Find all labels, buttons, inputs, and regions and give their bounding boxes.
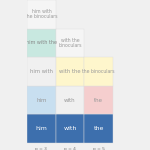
Text: the: the — [93, 126, 104, 131]
Text: him with the: him with the — [26, 40, 57, 45]
Bar — [27, 0, 56, 28]
Bar — [84, 114, 113, 143]
Bar — [56, 57, 84, 86]
Bar — [27, 86, 56, 114]
Text: p = 3: p = 3 — [36, 147, 47, 150]
Bar — [84, 86, 113, 114]
Bar — [27, 57, 56, 86]
Bar — [56, 28, 84, 57]
Bar — [84, 57, 113, 86]
Text: with: with — [63, 126, 77, 131]
Bar — [27, 28, 56, 57]
Bar — [56, 86, 84, 114]
Text: the binoculars: the binoculars — [82, 69, 115, 74]
Text: p = 4: p = 4 — [64, 147, 76, 150]
Text: him: him — [36, 126, 47, 131]
Bar — [56, 114, 84, 143]
Text: with the: with the — [59, 69, 81, 74]
Text: him: him — [36, 98, 47, 102]
Text: him with: him with — [30, 69, 53, 74]
Text: him with
the binoculars: him with the binoculars — [25, 9, 58, 20]
Text: with the
binoculars: with the binoculars — [58, 38, 82, 48]
Bar — [27, 114, 56, 143]
Text: with: with — [64, 98, 76, 102]
Text: the: the — [94, 98, 103, 102]
Text: p = 5: p = 5 — [93, 147, 105, 150]
